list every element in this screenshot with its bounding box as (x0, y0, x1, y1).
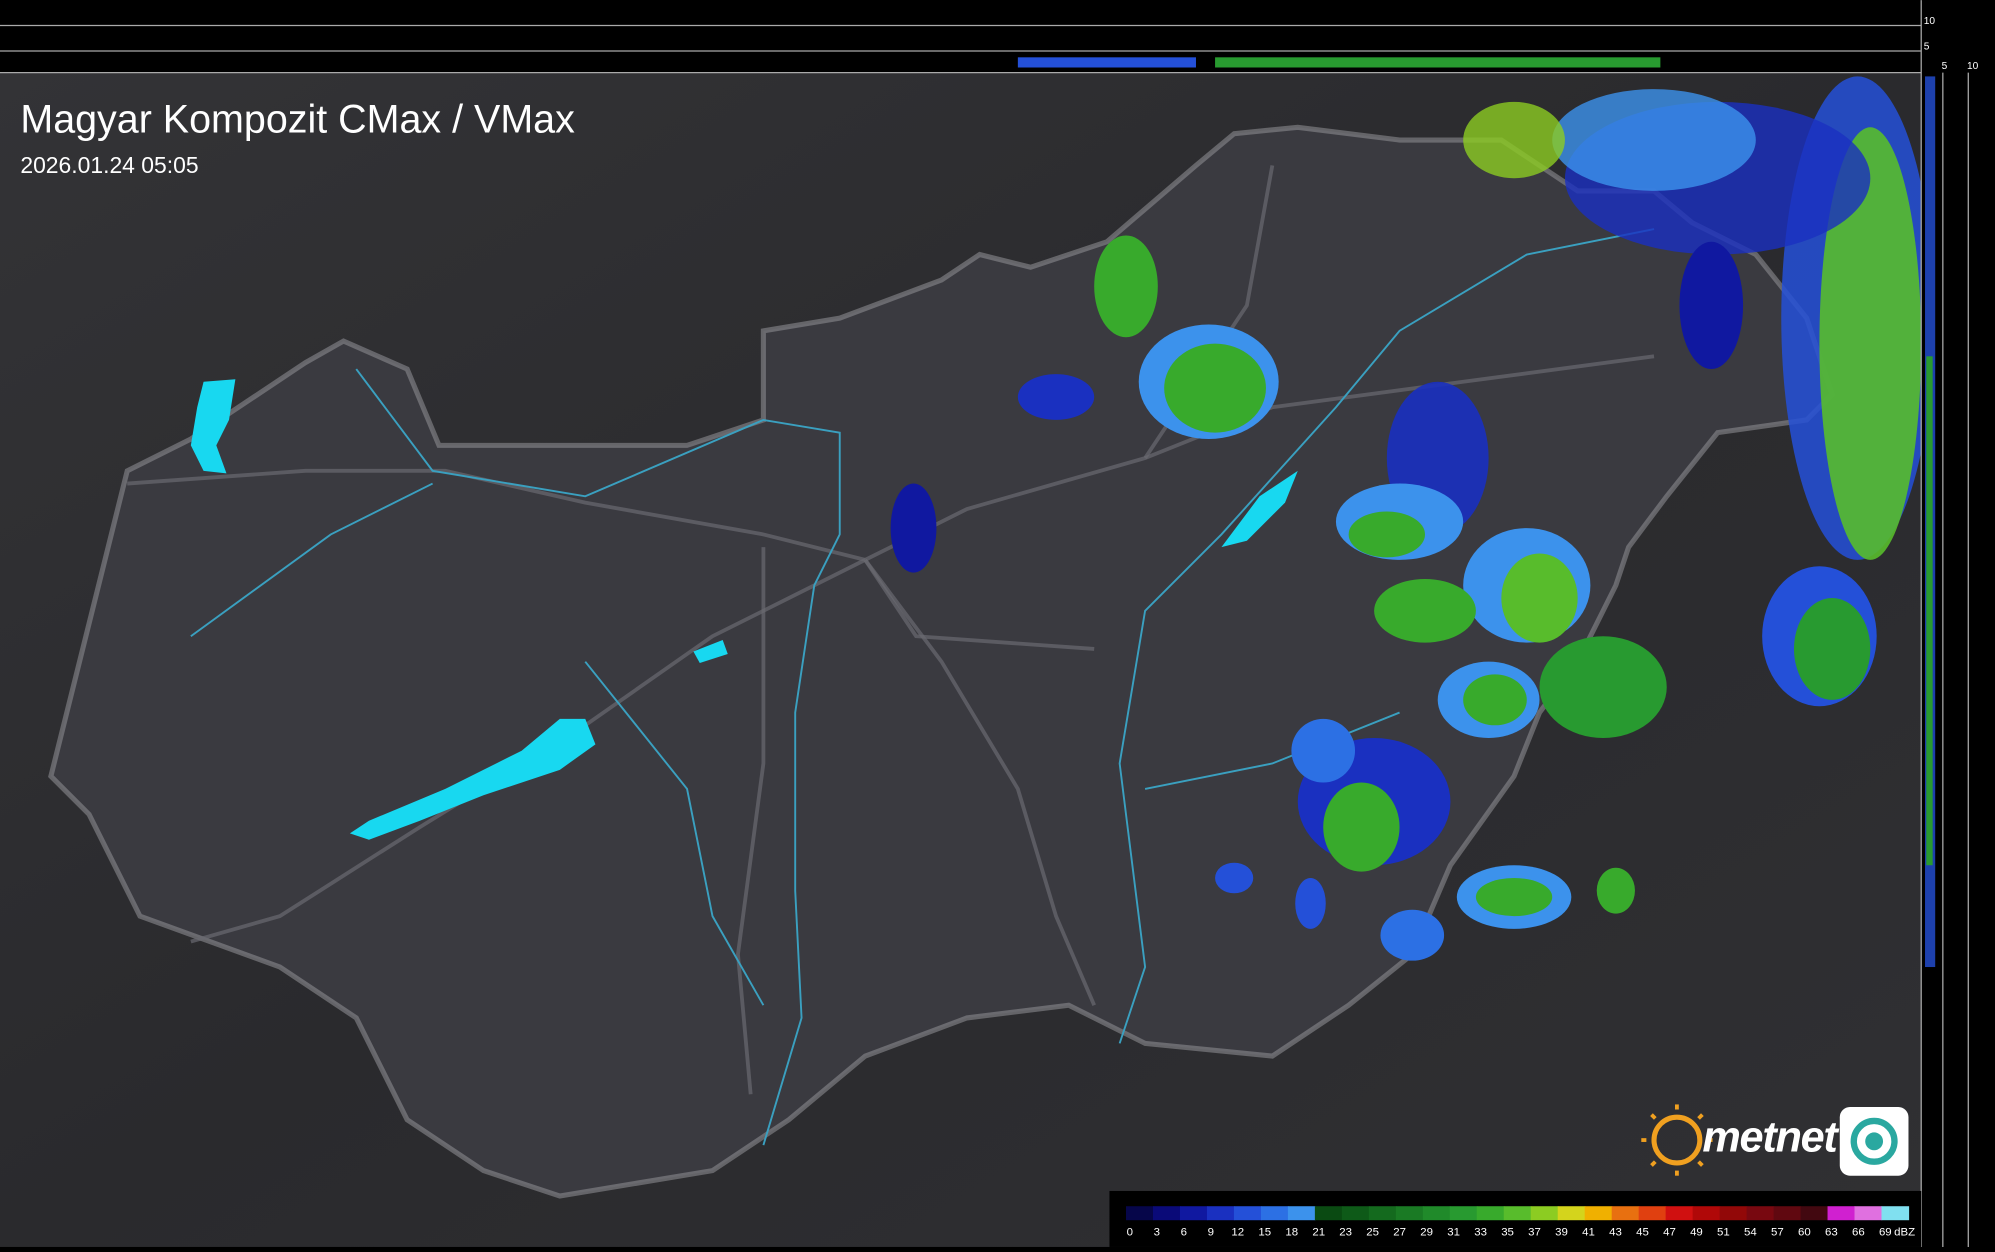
legend-swatch (1665, 1206, 1694, 1221)
profile-echo (1215, 57, 1661, 68)
legend-label: 60 (1798, 1226, 1811, 1238)
legend-label: 15 (1258, 1226, 1271, 1238)
legend-swatch (1341, 1206, 1370, 1221)
timestamp: 2026.01.24 05:05 (20, 152, 198, 178)
legend-label: 54 (1744, 1226, 1757, 1238)
logo-text: metnet (1702, 1114, 1839, 1162)
side-label: 5 (1942, 61, 1948, 72)
legend-label: 51 (1717, 1226, 1730, 1238)
legend-label: 39 (1555, 1226, 1568, 1238)
side-label: 10 (1924, 16, 1936, 27)
legend-swatch (1611, 1206, 1640, 1221)
legend-label: 18 (1285, 1226, 1298, 1238)
legend-swatch (1503, 1206, 1532, 1221)
profile-echo (1926, 356, 1933, 866)
legend-label: 29 (1420, 1226, 1433, 1238)
logo: metnet (1641, 1104, 1909, 1176)
legend-swatch (1584, 1206, 1613, 1221)
legend-label: 35 (1501, 1226, 1514, 1238)
legend: 0 3 6 9 12 15 18 21 23 25 27 29 31 33 35 37 39 41 43 45 47 49… (1126, 1206, 1915, 1238)
legend-label: 9 (1208, 1226, 1214, 1238)
top-strip (0, 0, 1995, 73)
legend-label: 33 (1474, 1226, 1487, 1238)
legend-swatch (1233, 1206, 1262, 1221)
legend-swatch (1449, 1206, 1478, 1221)
legend-label: 69 (1879, 1226, 1892, 1238)
side-label: 5 (1924, 42, 1930, 53)
legend-label: 49 (1690, 1226, 1703, 1238)
legend-label: 31 (1447, 1226, 1460, 1238)
legend-swatch (1287, 1206, 1316, 1221)
legend-label: 0 (1127, 1226, 1133, 1238)
legend-label: 45 (1636, 1226, 1649, 1238)
legend-swatch (1314, 1206, 1343, 1221)
legend-label: 47 (1663, 1226, 1676, 1238)
legend-swatch (1881, 1206, 1910, 1221)
side-label: 10 (1967, 61, 1979, 72)
legend-swatch (1800, 1206, 1829, 1221)
legend-label: 43 (1609, 1226, 1622, 1238)
legend-swatch (1126, 1206, 1154, 1221)
legend-swatch (1422, 1206, 1451, 1221)
legend-swatch (1395, 1206, 1424, 1221)
legend-swatch (1179, 1206, 1208, 1221)
legend-label: 41 (1582, 1226, 1595, 1238)
legend-label: 37 (1528, 1226, 1541, 1238)
legend-swatch (1719, 1206, 1748, 1221)
side-scale: 10 5 5 10 (1924, 16, 1979, 72)
legend-label: 63 (1825, 1226, 1838, 1238)
legend-label: 25 (1366, 1226, 1379, 1238)
legend-label: 66 (1852, 1226, 1865, 1238)
legend-label: 6 (1181, 1226, 1187, 1238)
legend-swatch (1557, 1206, 1586, 1221)
legend-swatch (1260, 1206, 1289, 1221)
radar-echoes (890, 76, 1934, 961)
legend-swatch (1530, 1206, 1559, 1221)
profile-echo (1017, 57, 1196, 68)
legend-swatch (1206, 1206, 1235, 1221)
legend-label: 27 (1393, 1226, 1406, 1238)
lakes (190, 379, 1298, 840)
legend-swatch (1827, 1206, 1856, 1221)
legend-swatch (1152, 1206, 1181, 1221)
legend-unit: dBZ (1894, 1226, 1915, 1238)
legend-label: 57 (1771, 1226, 1784, 1238)
legend-label: 3 (1154, 1226, 1160, 1238)
rivers (190, 228, 1655, 1146)
legend-label: 23 (1339, 1226, 1352, 1238)
legend-label: 21 (1312, 1226, 1325, 1238)
legend-swatch (1692, 1206, 1721, 1221)
legend-swatch (1746, 1206, 1775, 1221)
legend-swatch (1368, 1206, 1397, 1221)
legend-swatch (1854, 1206, 1883, 1221)
title: Magyar Kompozit CMax / VMax (20, 97, 575, 141)
legend-swatch (1476, 1206, 1505, 1221)
legend-swatch (1638, 1206, 1667, 1221)
legend-swatch (1773, 1206, 1802, 1221)
legend-label: 12 (1231, 1226, 1244, 1238)
